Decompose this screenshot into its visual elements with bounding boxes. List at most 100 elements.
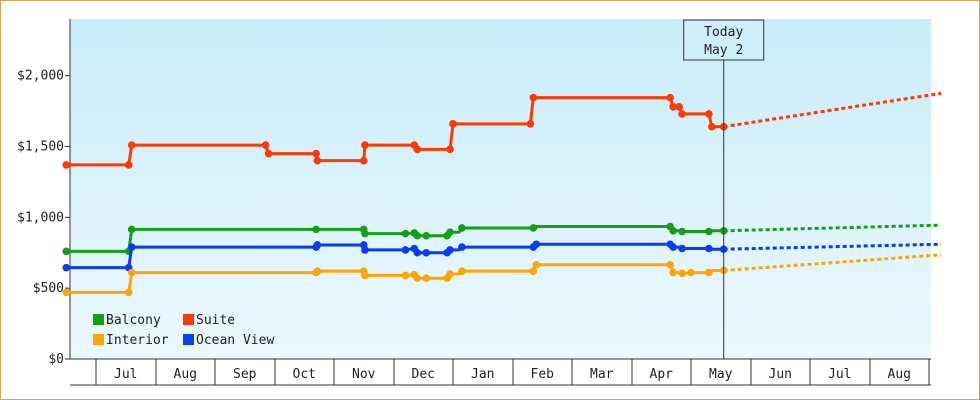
interior-point	[422, 274, 431, 283]
today-label-line2: May 2	[704, 43, 743, 58]
interior-point	[413, 274, 422, 283]
today-label-line1: Today	[704, 25, 743, 40]
suite-point	[413, 145, 422, 154]
legend-label: Ocean View	[196, 333, 274, 348]
legend-label: Balcony	[106, 313, 161, 328]
suite-point	[675, 103, 683, 111]
balcony-point	[669, 226, 677, 235]
month-label: Dec	[412, 367, 435, 382]
ocean-view-point	[401, 246, 410, 254]
ocean-view-point	[361, 246, 369, 254]
interior-point	[666, 260, 674, 269]
month-label: Aug	[888, 367, 911, 382]
balcony-point	[401, 229, 410, 238]
interior-point	[678, 269, 686, 278]
today-marker: Today May 2	[683, 19, 765, 359]
balcony-point	[446, 228, 454, 237]
month-label: Jan	[471, 367, 494, 382]
balcony-point	[62, 247, 71, 256]
suite-point	[124, 161, 133, 169]
suite-point	[666, 93, 674, 102]
legend-swatch	[183, 314, 194, 325]
month-label: Nov	[352, 367, 376, 382]
balcony-point	[529, 224, 538, 232]
interior-point	[127, 268, 136, 277]
ocean-view-point	[413, 248, 422, 257]
balcony-point	[413, 231, 422, 240]
interior-point	[529, 267, 538, 275]
balcony-point	[127, 225, 136, 234]
suite-point	[529, 93, 538, 102]
suite-point	[705, 110, 713, 118]
suite-point	[359, 156, 368, 165]
y-tick-label: $1,500	[17, 140, 64, 155]
ocean-view-point	[422, 248, 431, 257]
balcony-point	[422, 231, 431, 240]
suite-forecast-line	[723, 91, 942, 129]
interior-point	[446, 270, 454, 278]
suite-point	[62, 161, 71, 169]
month-label: Jul	[828, 367, 851, 382]
interior-point	[458, 267, 466, 275]
month-label: Feb	[531, 367, 555, 382]
ocean-view-point	[313, 241, 322, 249]
legend-label: Interior	[106, 333, 169, 348]
legend-swatch	[93, 314, 104, 325]
month-label: May	[709, 367, 733, 382]
interior-point	[361, 271, 369, 280]
y-tick-label: $500	[33, 281, 64, 296]
ocean-view-point	[669, 243, 677, 251]
suite-line	[66, 96, 724, 167]
month-label: Apr	[650, 367, 674, 382]
interior-point	[124, 288, 133, 297]
month-label: Sep	[233, 367, 257, 382]
ocean-view-point	[705, 244, 713, 253]
suite-point	[449, 120, 457, 128]
suite-point	[264, 149, 273, 158]
balcony-point	[361, 229, 369, 238]
suite-point	[678, 110, 686, 118]
interior-point	[669, 268, 677, 277]
month-label: Mar	[590, 367, 614, 382]
legend: Balcony Suite Interior Ocean View	[93, 313, 274, 348]
suite-point	[312, 149, 320, 158]
balcony-point	[312, 225, 320, 234]
interior-point	[687, 268, 695, 277]
suite-point	[526, 120, 535, 128]
month-label: Jul	[114, 367, 137, 382]
ocean-view-point	[127, 243, 136, 251]
legend-swatch	[93, 334, 104, 345]
ocean-view-point	[62, 263, 71, 272]
month-label: Aug	[174, 367, 197, 382]
interior-point	[705, 268, 713, 277]
month-label: Jun	[769, 367, 792, 382]
y-tick-label: $1,000	[17, 210, 64, 225]
balcony-point	[678, 227, 686, 236]
ocean-view-forecast-line	[723, 242, 941, 251]
ocean-view-point	[678, 244, 686, 253]
suite-point	[127, 141, 136, 149]
legend-swatch	[183, 334, 194, 345]
suite-point	[669, 103, 677, 111]
ocean-view-point	[446, 246, 454, 254]
interior-point	[313, 267, 322, 275]
suite-point	[446, 145, 454, 154]
interior-point	[401, 271, 410, 280]
suite-point	[261, 141, 270, 149]
series-layer	[62, 91, 942, 297]
interior-point	[62, 288, 71, 297]
axes: $0 $500 $1,000 $1,500 $2,000 Jul Aug Sep Oct Nov D…	[17, 19, 931, 386]
interior-forecast-line	[723, 253, 942, 272]
legend-label: Suite	[196, 313, 235, 328]
ocean-view-point	[458, 243, 466, 251]
plot-background	[70, 19, 931, 359]
suite-point	[708, 122, 716, 131]
balcony-point	[705, 227, 713, 236]
y-tick-label: $2,000	[17, 69, 64, 84]
month-label: Oct	[293, 367, 316, 382]
ocean-view-point	[532, 240, 541, 249]
balcony-point	[458, 224, 466, 232]
suite-point	[361, 141, 369, 149]
balcony-forecast-line	[723, 223, 941, 233]
